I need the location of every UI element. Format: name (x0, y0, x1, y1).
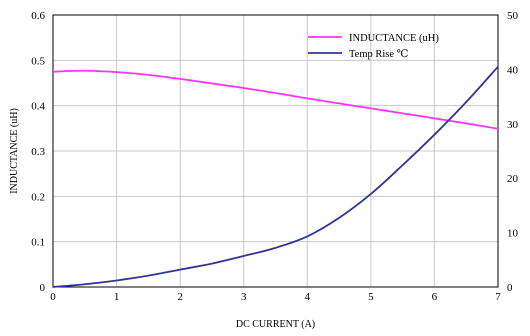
y2-tick-label: 30 (507, 119, 519, 131)
grid (52, 14, 499, 288)
x-tick-label: 7 (495, 291, 501, 303)
y-tick-label: 0 (40, 282, 46, 294)
y2-tick-label: 10 (507, 228, 519, 240)
x-tick-label: 0 (50, 291, 56, 303)
legend-label: INDUCTANCE (uH) (349, 33, 439, 44)
y2-tick-label: 0 (507, 282, 513, 294)
series-line-inductance (52, 69, 499, 130)
x-tick-label: 2 (177, 291, 183, 303)
x-tick-label: 4 (305, 291, 311, 303)
series-group (52, 66, 499, 288)
y2-tick-label: 20 (507, 173, 519, 185)
y-axis-label: INDUCTANCE (uH) (9, 108, 20, 194)
x-tick-label: 3 (241, 291, 247, 303)
y2-tick-label: 50 (507, 10, 519, 22)
series-line-temp-rise (52, 66, 499, 288)
x-axis-label: DC CURRENT (A) (236, 319, 315, 330)
x-tick-label: 6 (432, 291, 438, 303)
legend-label: Temp Rise ℃ (349, 49, 409, 60)
x-tick-label: 5 (368, 291, 374, 303)
y-tick-label: 0.2 (31, 191, 45, 203)
y-tick-label: 0.4 (31, 101, 45, 113)
y-tick-label: 0.1 (31, 237, 45, 249)
y2-tick-label: 40 (507, 64, 519, 76)
plot-area (52, 14, 499, 288)
y-tick-label: 0.3 (31, 146, 45, 158)
x-tick-label: 1 (114, 291, 120, 303)
y-tick-label: 0.5 (31, 55, 45, 67)
y-tick-label: 0.6 (31, 10, 45, 22)
legend: INDUCTANCE (uH) Temp Rise ℃ (308, 33, 439, 60)
